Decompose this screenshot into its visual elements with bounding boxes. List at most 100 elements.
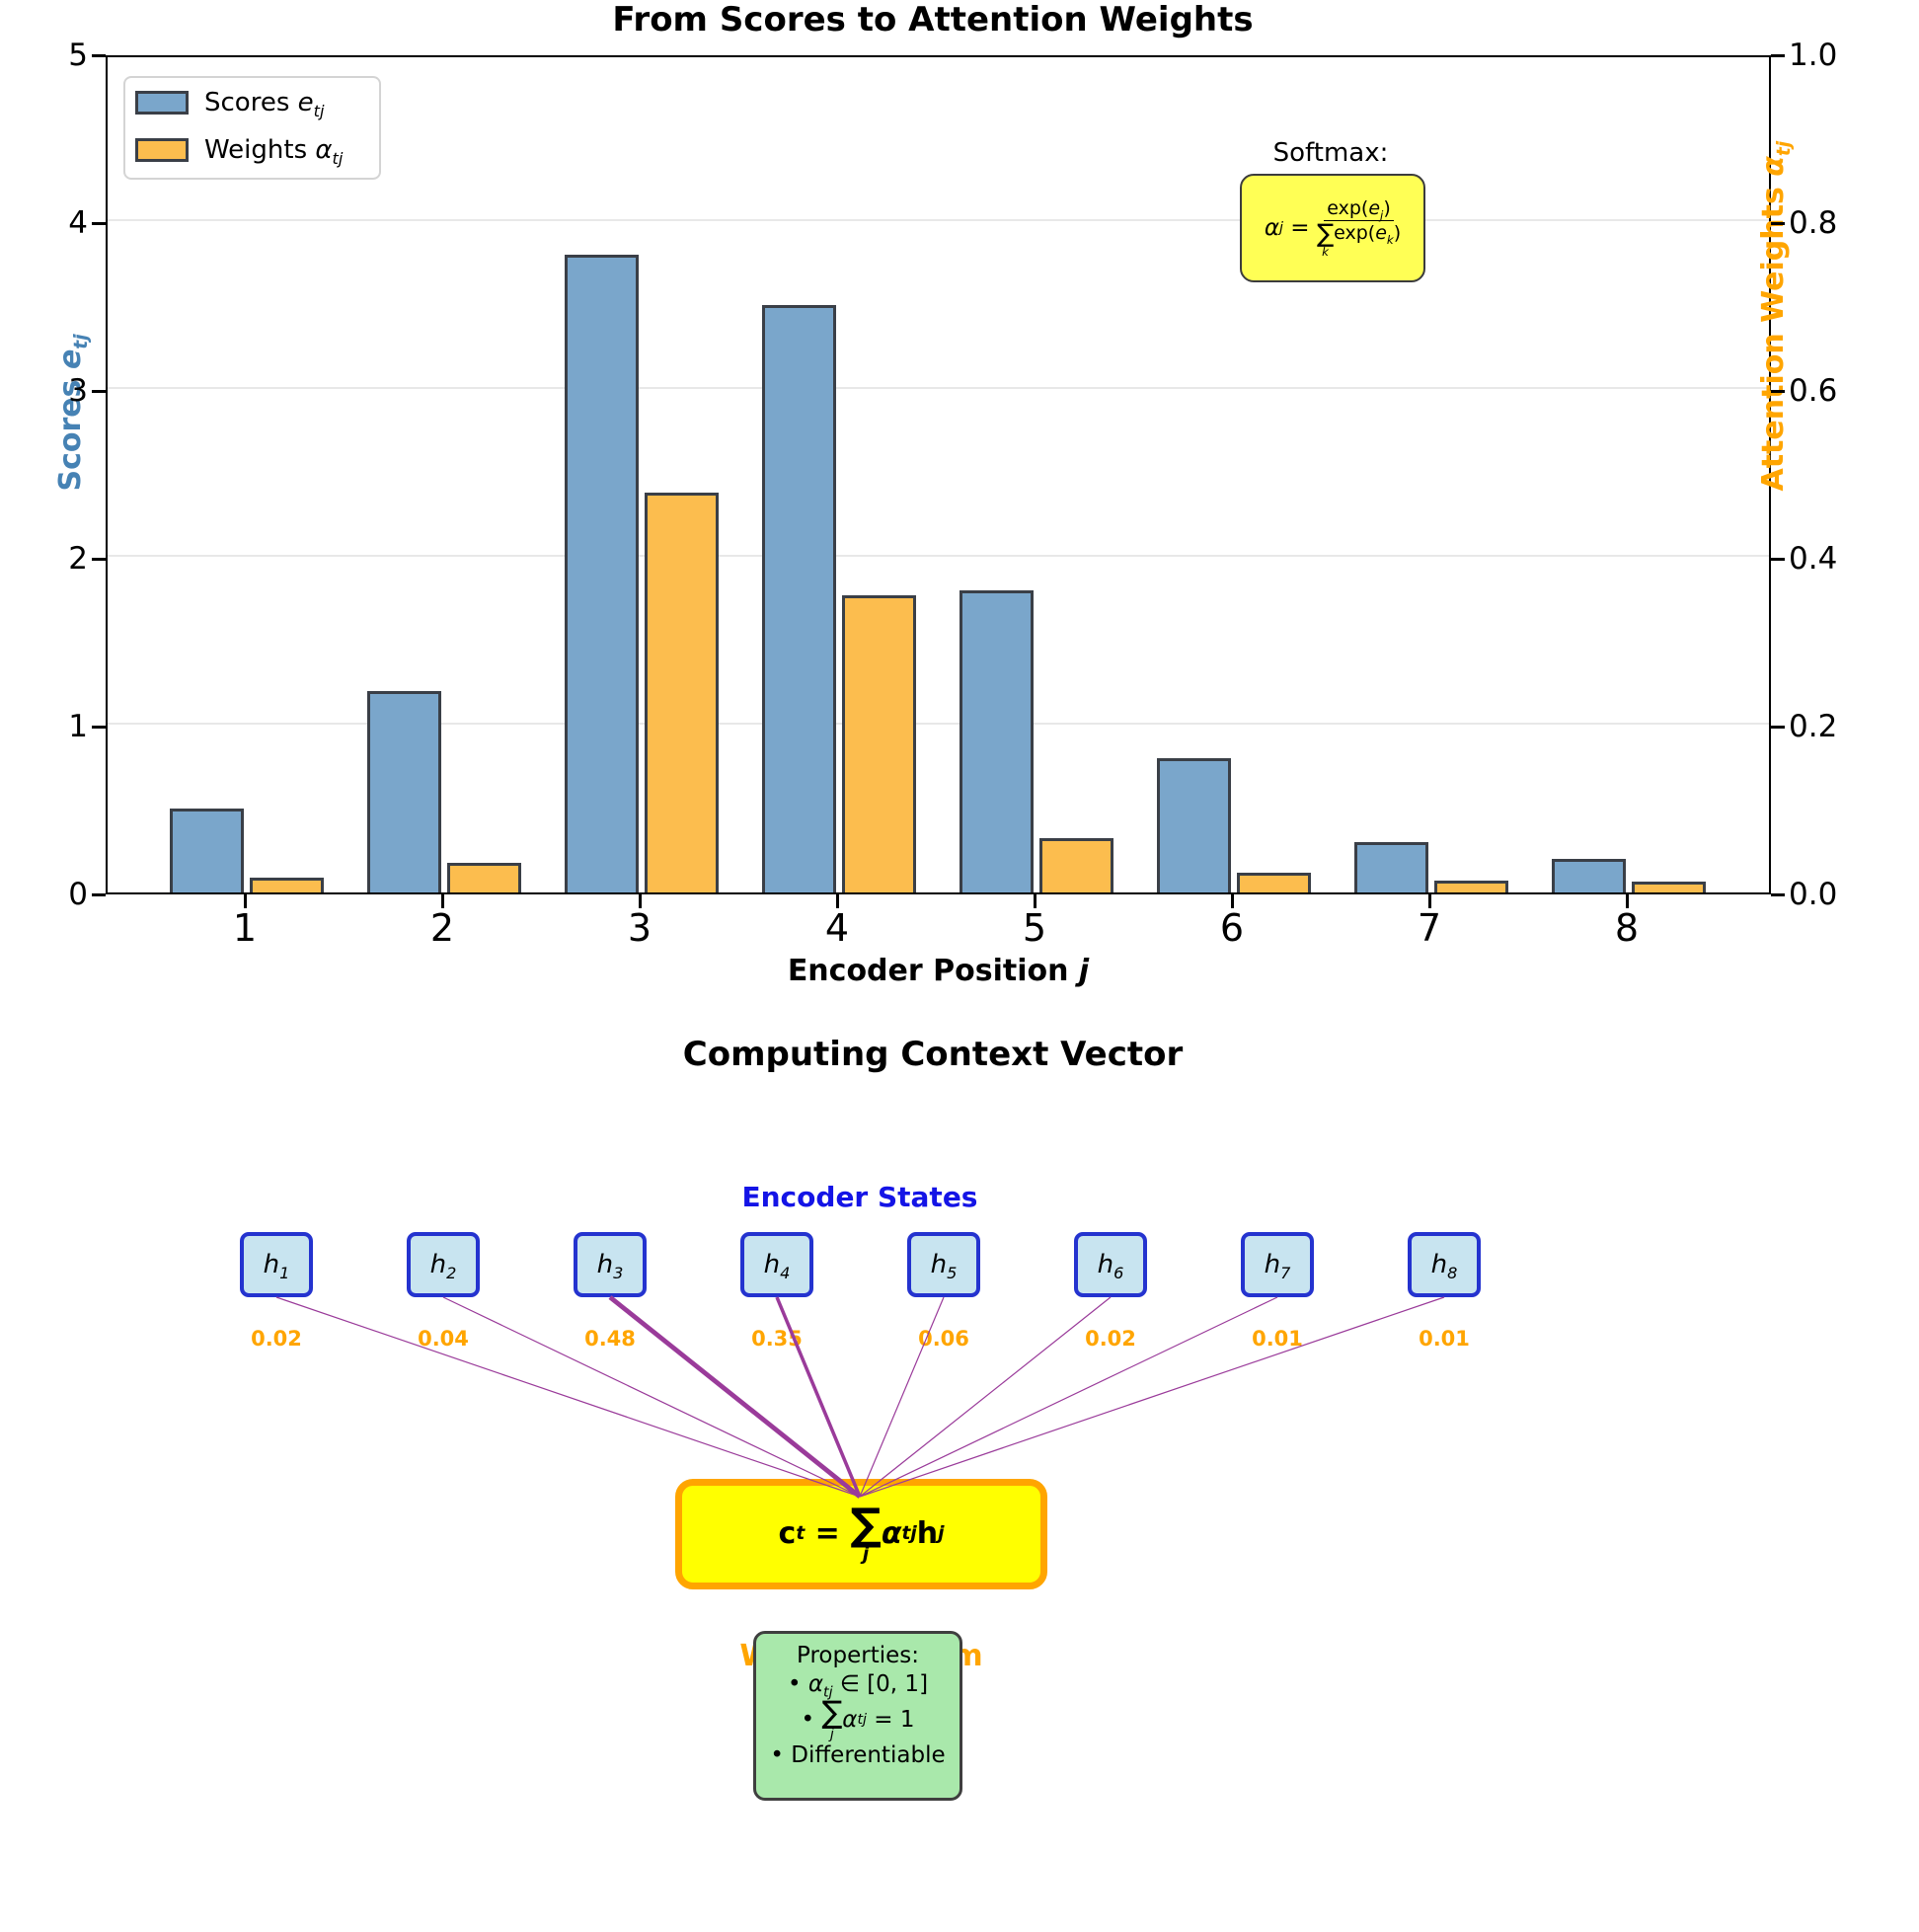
sigma-icon: ∑	[821, 1694, 843, 1731]
y-right-math: α	[1756, 156, 1792, 177]
prop2-sigma-sub: j	[829, 1726, 834, 1742]
ctx-equals: =	[805, 1516, 851, 1552]
softmax-fraction: exp(ej) ∑ k exp(ek)	[1317, 197, 1401, 258]
prop1-rest: ∈ [0, 1]	[832, 1670, 929, 1697]
encoder-state-node: h7	[1241, 1232, 1314, 1297]
weights-swatch	[135, 138, 189, 162]
prop2-rest: = 1	[867, 1707, 915, 1733]
softmax-heading: Softmax:	[1272, 138, 1389, 168]
score-bar	[565, 255, 639, 892]
softmax-den-pre: exp(	[1334, 222, 1376, 245]
y-right-tick-label: 0.2	[1789, 709, 1838, 744]
attention-weight-value: 0.02	[1085, 1327, 1136, 1351]
legend-label-weights: Weights αtj	[204, 135, 344, 169]
weight-bar	[447, 863, 521, 892]
attention-line	[608, 1295, 862, 1499]
y-left-tick-mark	[92, 389, 106, 393]
y-left-tick-mark	[92, 221, 106, 225]
y-left-tick-mark	[92, 725, 106, 729]
softmax-sigma-sub: k	[1322, 244, 1329, 259]
x-tick-label: 3	[627, 906, 652, 950]
legend-weights-sub: tj	[332, 149, 344, 169]
y-left-tick-label: 5	[68, 38, 88, 73]
bullet-icon: •	[787, 1670, 808, 1697]
score-bar	[762, 305, 836, 892]
property-range: • αtj ∈ [0, 1]	[787, 1670, 929, 1700]
ctx-sigma-sub: j	[862, 1543, 870, 1565]
y-left-tick-mark	[92, 892, 106, 896]
encoder-state-label: h1	[263, 1250, 290, 1283]
softmax-denominator: ∑ k exp(ek)	[1317, 221, 1401, 258]
softmax-den-sub: k	[1386, 233, 1394, 248]
diagram-title: Computing Context Vector	[682, 1035, 1184, 1074]
y-right-tick-label: 0.4	[1789, 541, 1838, 577]
y-left-tick-mark	[92, 557, 106, 561]
weight-bar	[250, 877, 324, 892]
y-left-tick-label: 1	[68, 709, 88, 744]
x-tick-mark	[440, 894, 444, 908]
gridline	[108, 219, 1769, 221]
encoder-state-node: h8	[1408, 1232, 1481, 1297]
y-right-tick-label: 1.0	[1789, 38, 1838, 73]
y-right-tick-label: 0.8	[1789, 205, 1838, 241]
softmax-den-rest: exp(ek)	[1334, 222, 1402, 248]
x-tick-label: 2	[429, 906, 455, 950]
softmax-numerator: exp(ej)	[1324, 197, 1394, 222]
encoder-state-label: h3	[596, 1250, 624, 1283]
plot-area	[106, 55, 1771, 894]
legend-scores-text: Scores	[204, 88, 298, 117]
x-tick-label: 6	[1219, 906, 1245, 950]
encoder-state-label: h5	[930, 1250, 958, 1283]
properties-heading: Properties:	[797, 1643, 919, 1668]
property-differentiable: • Differentiable	[770, 1741, 945, 1770]
x-tick-label: 8	[1614, 906, 1640, 950]
y-axis-label-right: Attention Weights αtj	[1756, 141, 1795, 492]
attention-weight-value: 0.02	[251, 1327, 302, 1351]
prop2-alpha: α	[842, 1707, 858, 1733]
attention-weight-value: 0.04	[418, 1327, 469, 1351]
legend-entry-weights: Weights αtj	[135, 135, 344, 169]
bullet-icon: •	[770, 1742, 792, 1769]
softmax-den-post: )	[1393, 222, 1402, 245]
ctx-sigma-stack: ∑ j	[850, 1503, 882, 1565]
softmax-den-var: e	[1375, 222, 1387, 245]
properties-box: Properties: • αtj ∈ [0, 1] • ∑ j α tj = 1 •…	[753, 1631, 962, 1801]
y-right-tick-mark	[1771, 221, 1785, 225]
attention-line	[859, 1296, 1112, 1498]
gridline	[108, 387, 1769, 389]
y-axis-label-left: Scores etj	[53, 334, 92, 491]
encoder-state-label: h7	[1264, 1250, 1291, 1283]
score-bar	[1552, 859, 1626, 892]
legend: Scores etj Weights αtj	[123, 76, 381, 180]
attention-weight-value: 0.48	[584, 1327, 636, 1351]
weight-bar	[1237, 872, 1311, 892]
legend-entry-scores: Scores etj	[135, 88, 324, 119]
y-left-tick-mark	[92, 53, 106, 57]
x-tick-mark	[1427, 894, 1431, 908]
scores-swatch	[135, 91, 189, 115]
x-tick-mark	[638, 894, 642, 908]
ctx-c: c	[778, 1516, 797, 1552]
encoder-state-label: h8	[1430, 1250, 1458, 1283]
score-bar	[1354, 842, 1428, 892]
property-sum: • ∑ j α tj = 1	[801, 1694, 915, 1742]
encoder-state-node: h5	[907, 1232, 980, 1297]
x-tick-mark	[1625, 894, 1629, 908]
x-tick-mark	[835, 894, 839, 908]
softmax-alpha: α	[1264, 214, 1279, 241]
y-right-tick-mark	[1771, 389, 1785, 393]
x-label-text: Encoder Position	[787, 954, 1079, 988]
ctx-alpha: α	[881, 1516, 902, 1552]
x-axis-label: Encoder Position j	[106, 954, 1771, 988]
chart-title: From Scores to Attention Weights	[612, 0, 1254, 39]
gridline	[108, 723, 1769, 725]
weight-bar	[1039, 837, 1113, 892]
y-right-sub: tj	[1774, 140, 1796, 157]
softmax-num-var: e	[1368, 197, 1381, 220]
encoder-state-label: h4	[763, 1250, 791, 1283]
weight-bar	[842, 595, 916, 892]
attention-weight-value: 0.06	[918, 1327, 969, 1351]
